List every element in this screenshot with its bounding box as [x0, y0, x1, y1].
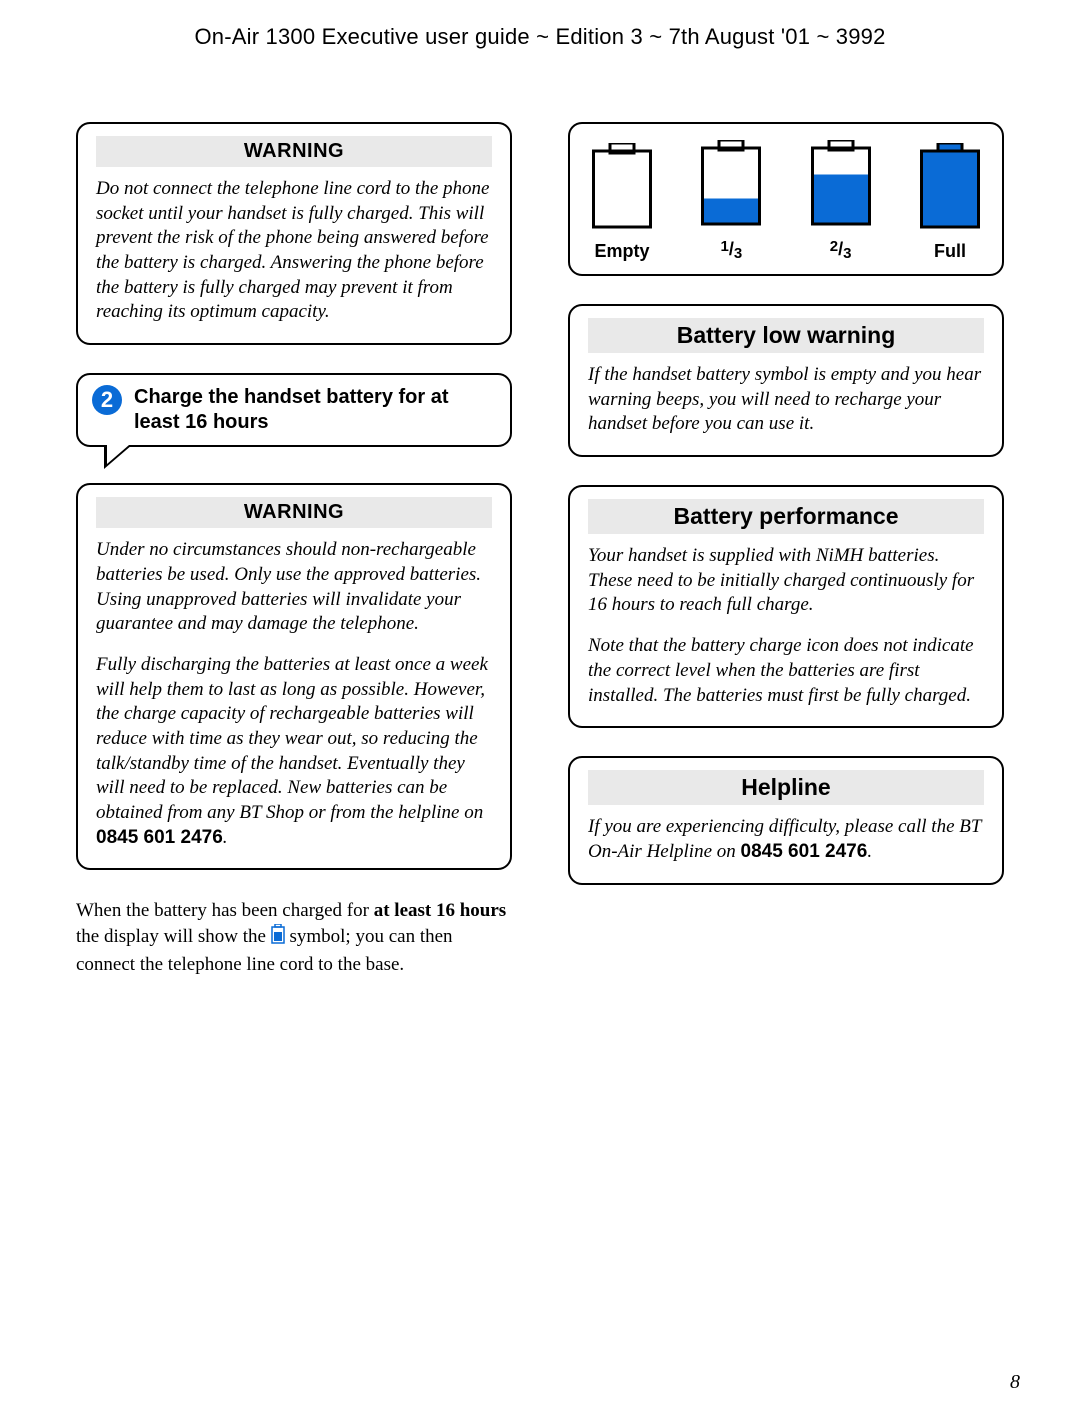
- battery-performance-p2: Note that the battery charge icon does n…: [588, 634, 984, 708]
- battery-level-label: 1/3: [701, 238, 761, 262]
- battery-icon: [701, 140, 761, 228]
- charge-callout-text: Charge the handset battery for at least …: [134, 385, 496, 435]
- warning-1-text: Do not connect the telephone line cord t…: [96, 177, 492, 325]
- warning-2-p2: Fully discharging the batteries at least…: [96, 653, 492, 851]
- helpline-box: Helpline If you are experiencing difficu…: [568, 756, 1004, 884]
- battery-level-label: 2/3: [811, 238, 871, 262]
- battery-low-box: Battery low warning If the handset batte…: [568, 304, 1004, 457]
- battery-performance-title: Battery performance: [588, 499, 984, 534]
- helpline-text: If you are experiencing difficulty, plea…: [588, 815, 984, 864]
- battery-levels-box: Empty 1/3 2/3 Full: [568, 122, 1004, 276]
- battery-low-text: If the handset battery symbol is empty a…: [588, 363, 984, 437]
- battery-level-label: Empty: [592, 241, 652, 262]
- battery-performance-box: Battery performance Your handset is supp…: [568, 485, 1004, 728]
- step-badge-icon: 2: [92, 385, 122, 415]
- helpline-title: Helpline: [588, 770, 984, 805]
- battery-level-cell: 2/3: [811, 140, 871, 262]
- battery-level-cell: Empty: [592, 143, 652, 262]
- helpline-number: 0845 601 2476: [96, 827, 223, 848]
- body-paragraph: When the battery has been charged for at…: [76, 898, 512, 977]
- warning-2-title: WARNING: [96, 497, 492, 528]
- battery-icon: [920, 143, 980, 231]
- battery-icon: [592, 143, 652, 231]
- bold-duration: at least 16 hours: [374, 900, 506, 921]
- battery-icon: [271, 924, 285, 952]
- battery-icon: [811, 140, 871, 228]
- battery-level-cell: Full: [920, 143, 980, 262]
- battery-low-title: Battery low warning: [588, 318, 984, 353]
- helpline-number-2: 0845 601 2476: [741, 841, 868, 862]
- page-header: On-Air 1300 Executive user guide ~ Editi…: [76, 24, 1004, 50]
- left-column: WARNING Do not connect the telephone lin…: [76, 122, 512, 977]
- warning-box-1: WARNING Do not connect the telephone lin…: [76, 122, 512, 345]
- warning-box-2: WARNING Under no circumstances should no…: [76, 483, 512, 870]
- charge-callout: 2 Charge the handset battery for at leas…: [76, 373, 512, 447]
- warning-2-p1: Under no circumstances should non-rechar…: [96, 538, 492, 637]
- warning-1-title: WARNING: [96, 136, 492, 167]
- right-column: Empty 1/3 2/3 Full Battery low warning If t…: [568, 122, 1004, 977]
- battery-level-cell: 1/3: [701, 140, 761, 262]
- battery-performance-p1: Your handset is supplied with NiMH batte…: [588, 544, 984, 618]
- page-number: 8: [1010, 1371, 1020, 1394]
- battery-level-label: Full: [920, 241, 980, 262]
